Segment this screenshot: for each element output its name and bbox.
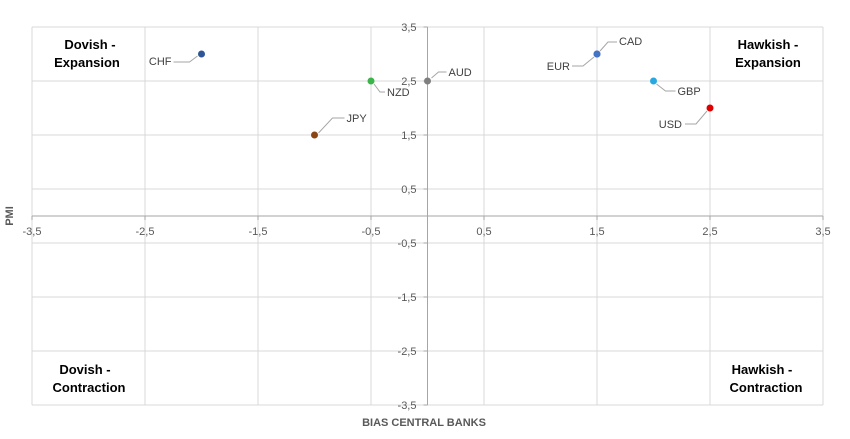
point-label-usd: USD [659,119,682,131]
quadrant-labels: Dovish - Expansion Hawkish - Expansion D… [53,37,803,395]
x-tick-label: -3,5 [23,226,42,238]
leader-line-nzd [373,83,385,93]
y-tick-label: 0,5 [401,184,416,196]
point-aud [424,77,431,85]
leader-line-chf [173,55,198,63]
quadrant-bottom-left-line1: Dovish - [59,362,110,377]
quadrant-bottom-left-line2: Contraction [53,380,126,395]
x-tick-label: 0,5 [476,226,491,238]
leader-line-cad [599,41,617,52]
x-tick-label: -1,5 [249,226,268,238]
quadrant-top-right-line1: Hawkish - [738,37,799,52]
axes [31,26,824,406]
leader-line-eur [572,56,595,67]
point-jpy [311,131,318,139]
quadrant-bottom-right-line1: Hawkish - [732,362,793,377]
point-chf [198,50,205,58]
point-label-jpy: JPY [347,113,368,125]
leader-line-gbp [656,83,676,92]
x-tick-label: 3,5 [815,226,830,238]
tick-labels: -3,5 -2,5 -1,5 -0,5 0,5 1,5 2,5 3,5 3,5 2,5 1,5 0,5… [23,22,831,412]
point-label-chf: CHF [149,56,172,68]
y-tick-label: 2,5 [401,76,416,88]
y-tick-label: 1,5 [401,130,416,142]
quadrant-top-right-line2: Expansion [735,55,801,70]
y-tick-label: -2,5 [398,346,417,358]
point-eur [593,50,601,58]
quadrant-top-left-line1: Dovish - [64,37,115,52]
point-nzd [367,77,375,85]
point-usd [706,104,714,112]
x-tick-label: -0,5 [362,226,381,238]
y-tick-label: -3,5 [398,400,417,412]
y-tick-label: -1,5 [398,292,417,304]
point-label-eur: EUR [547,61,570,73]
point-label-aud: AUD [449,67,472,79]
y-axis-title: PMI [4,206,16,226]
leader-line-aud [431,71,447,79]
x-axis-title: BIAS CENTRAL BANKS [362,417,486,429]
quadrant-bottom-right-line2: Contraction [730,380,803,395]
point-label-gbp: GBP [678,86,701,98]
leader-line-usd [685,110,708,125]
x-tick-label: 1,5 [589,226,604,238]
point-gbp [650,77,657,85]
x-tick-label: -2,5 [136,226,155,238]
x-tick-label: 2,5 [702,226,717,238]
y-tick-label: -0,5 [398,238,417,250]
point-label-cad: CAD [619,36,642,48]
y-tick-label: 3,5 [401,22,416,34]
leader-line-jpy [318,117,345,134]
quadrant-top-left-line2: Expansion [54,55,120,70]
data-points: CHF NZD AUD JPY CAD EUR GBP USD [149,36,714,139]
point-label-nzd: NZD [387,87,410,99]
